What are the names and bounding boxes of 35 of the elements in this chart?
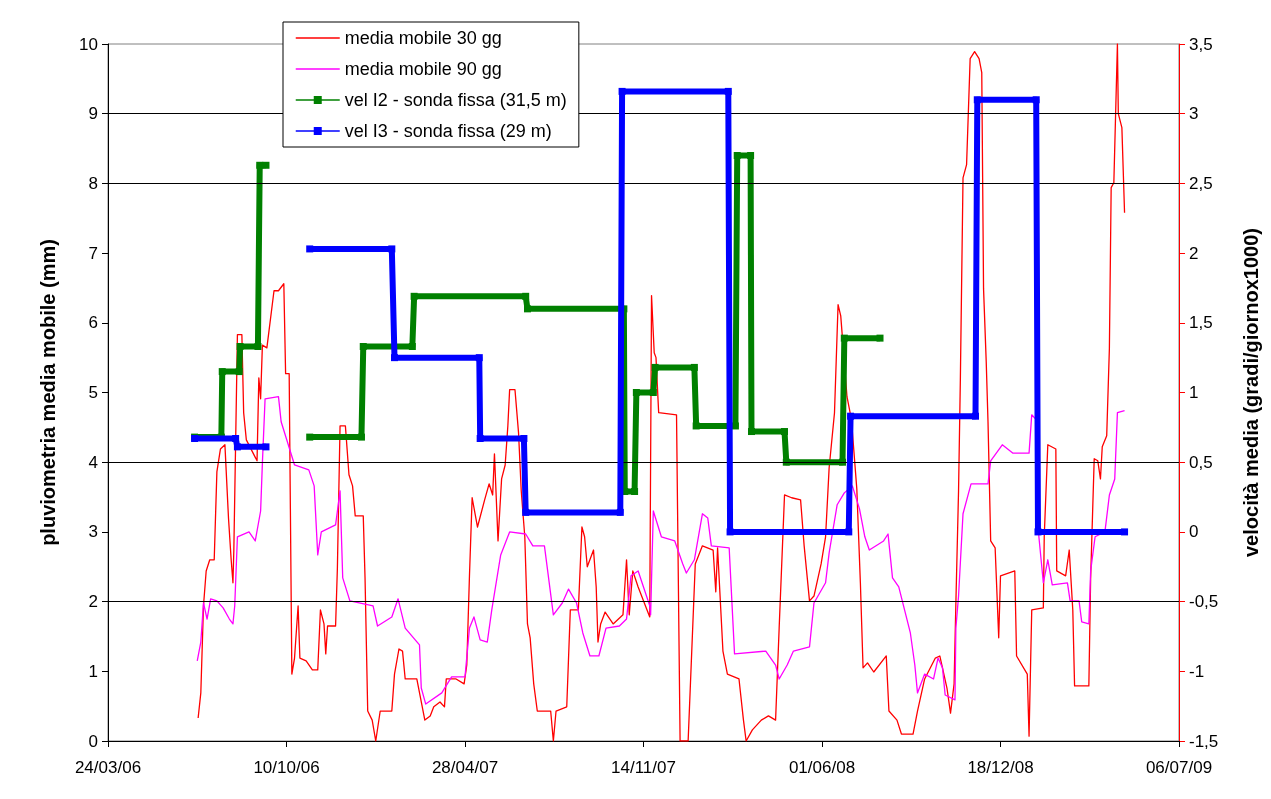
y-tick-label: 7 [88,243,98,263]
y-tick-label: 1 [88,661,98,681]
y-tick-label: 2 [88,592,98,612]
y2-tick-label: -0,5 [1189,592,1219,612]
y2-tick-label: -1 [1189,661,1205,681]
y2-tick-label: 3,5 [1189,34,1213,54]
y2-axis-title: velocità media (gradi/giornox1000) [1240,228,1262,557]
x-tick-label: 01/06/08 [788,758,856,777]
x-tick-label: 18/12/08 [967,758,1034,777]
y2-tick-label: 1,5 [1189,313,1213,333]
y2-tick-label: 3 [1189,104,1199,124]
legend-label: vel I2 - sonda fissa (31,5 m) [344,90,567,110]
legend-label: media mobile 90 gg [344,59,502,79]
y-tick-label: 3 [88,522,98,542]
y-axis-title: pluviometria media mobile (mm) [37,239,59,546]
legend-label: media mobile 30 gg [344,28,502,48]
y2-tick-label: 2 [1189,243,1199,263]
x-tick-label: 14/11/07 [611,758,676,777]
x-tick-label: 06/07/09 [1145,758,1213,777]
x-tick-label: 10/10/06 [253,758,320,777]
y-tick-label: 0 [88,731,98,751]
x-tick-label: 28/04/07 [431,758,499,777]
y2-tick-label: 0,5 [1189,452,1213,472]
y2-tick-label: -1,5 [1189,731,1219,751]
y-tick-label: 4 [88,452,98,472]
y-tick-label: 5 [88,383,98,402]
y-tick-label: 9 [88,104,98,124]
x-tick-label: 24/03/06 [74,758,142,777]
legend-label: vel I3 - sonda fissa (29 m) [344,121,552,141]
y2-tick-label: 0 [1189,522,1199,542]
y-tick-label: 6 [88,313,98,333]
y-tick-label: 8 [88,173,98,193]
y2-tick-label: 2,5 [1189,173,1213,193]
y2-tick-label: 1 [1189,383,1199,402]
y-tick-label: 10 [79,34,98,54]
